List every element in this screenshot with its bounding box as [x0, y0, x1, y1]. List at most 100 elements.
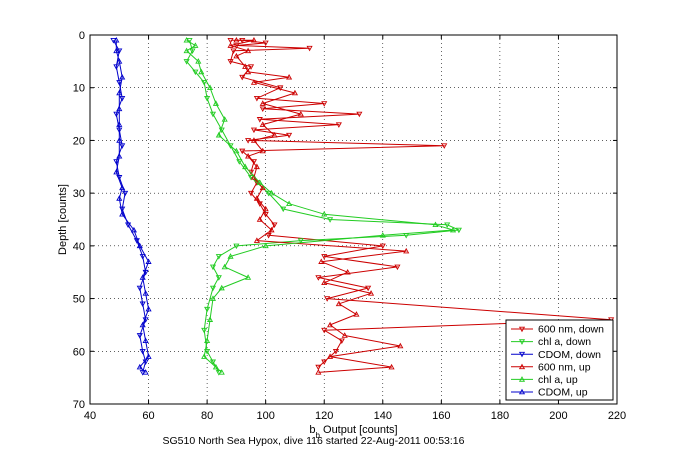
data-point [297, 238, 304, 244]
data-point [444, 222, 451, 228]
data-point [139, 274, 146, 280]
y-tick-label: 0 [79, 30, 85, 42]
data-point [291, 89, 299, 96]
data-point [113, 37, 120, 43]
data-point [432, 221, 439, 228]
data-point [315, 369, 322, 375]
data-point [227, 143, 234, 149]
data-point [262, 205, 269, 212]
data-point [204, 348, 211, 355]
data-point [327, 217, 334, 223]
data-point [253, 95, 260, 102]
axes-box [89, 34, 618, 405]
data-point [327, 353, 334, 359]
y-tick-label: 40 [73, 241, 85, 253]
data-point [245, 274, 252, 280]
legend-item: chl a, up [511, 374, 578, 386]
data-point [189, 48, 196, 55]
data-point [218, 284, 225, 291]
data-point [119, 73, 126, 80]
data-point [209, 285, 217, 292]
x-tick-label: 120 [315, 410, 333, 422]
x-axis-label: bb Output [counts] [309, 424, 397, 440]
data-point [242, 63, 249, 69]
chart-caption: SG510 North Sea Hypox, dive 116 started … [163, 435, 465, 447]
data-point [259, 100, 266, 106]
data-point [277, 85, 284, 91]
data-point [119, 211, 126, 217]
y-tick-label: 50 [73, 294, 85, 306]
legend-marker [518, 326, 526, 333]
data-point [368, 290, 375, 296]
data-point [201, 327, 208, 334]
data-point [116, 105, 123, 112]
data-point [315, 364, 322, 371]
y-tick-label: 70 [73, 399, 85, 411]
data-point [136, 285, 143, 292]
data-point [397, 342, 404, 349]
data-point [250, 127, 258, 134]
data-point [192, 69, 199, 76]
y-tick-label: 20 [73, 135, 85, 147]
legend-label: CDOM, down [538, 349, 601, 361]
x-tick-label: 140 [374, 410, 392, 422]
data-point [201, 80, 208, 86]
data-point [113, 64, 120, 70]
data-point [256, 179, 263, 185]
data-point [286, 132, 293, 139]
data-point [250, 37, 258, 43]
data-point [250, 137, 258, 143]
data-point [204, 95, 211, 102]
data-point [227, 37, 234, 44]
legend-label: 600 nm, up [538, 361, 591, 373]
x-tick-label: 220 [608, 410, 626, 422]
data-point [139, 301, 146, 308]
data-point [113, 111, 120, 118]
data-point [116, 80, 123, 86]
legend-box [505, 319, 614, 401]
data-point [209, 359, 217, 366]
data-point [259, 147, 266, 154]
data-point [365, 285, 372, 292]
data-point [321, 254, 328, 260]
data-point [142, 337, 149, 344]
data-point [113, 159, 120, 165]
data-point [315, 275, 322, 281]
x-tick-label: 160 [432, 410, 450, 422]
data-point [259, 121, 266, 127]
data-point [441, 143, 448, 149]
data-point [209, 264, 217, 271]
legend-item: 600 nm, up [511, 361, 591, 373]
x-tick-label: 60 [142, 410, 154, 422]
data-point [247, 64, 255, 70]
data-point [321, 327, 328, 334]
y-tick-label: 30 [73, 188, 85, 200]
data-point [139, 254, 146, 260]
data-point [256, 117, 263, 123]
data-point [209, 295, 217, 301]
data-point [253, 163, 260, 170]
data-point [209, 111, 217, 118]
data-point [195, 58, 202, 64]
data-point [449, 226, 457, 233]
data-point [265, 233, 272, 239]
data-point [206, 84, 214, 91]
legend-item: CDOM, up [511, 387, 588, 399]
data-point [119, 184, 126, 191]
data-point [253, 237, 260, 243]
axis-ticks: 40 60 80 100 120 140 160 180 200 220 0 10 20 30 40 50 60… [73, 30, 626, 422]
data-point [116, 137, 123, 143]
data-point [218, 369, 225, 375]
data-point [142, 369, 149, 375]
data-point [297, 110, 304, 117]
data-point [212, 100, 219, 106]
data-point [286, 200, 293, 206]
series-chl-a-up [183, 37, 457, 375]
data-point [335, 300, 342, 307]
legend-marker [518, 376, 526, 382]
data-point [250, 79, 258, 85]
data-point [233, 147, 240, 154]
data-point [321, 211, 328, 217]
data-point [245, 68, 252, 75]
